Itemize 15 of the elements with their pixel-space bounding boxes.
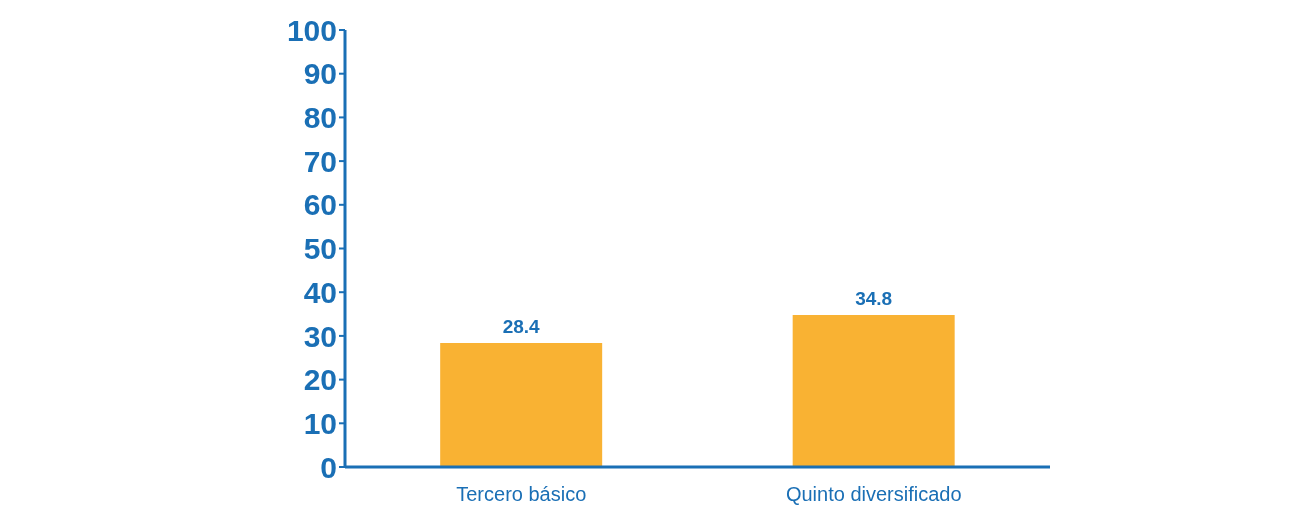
y-tick-label: 10 [303,406,337,440]
y-tick-label: 90 [303,57,337,91]
x-tick-label: Tercero básico [456,483,587,506]
y-tick-label: 60 [303,188,337,222]
y-tick-label: 100 [286,13,337,47]
x-tick-label: Quinto diversificado [785,483,962,506]
data-label: 28.4 [502,315,541,337]
y-tick-label: 40 [303,275,337,309]
y-tick-label: 30 [303,319,337,353]
y-tick-label: 50 [303,232,337,266]
y-tick-label: 80 [303,101,337,135]
y-tick-label: 20 [303,363,337,397]
y-tick-label: 0 [320,450,337,484]
data-label: 34.8 [855,287,893,309]
y-tick-label: 70 [303,144,337,178]
